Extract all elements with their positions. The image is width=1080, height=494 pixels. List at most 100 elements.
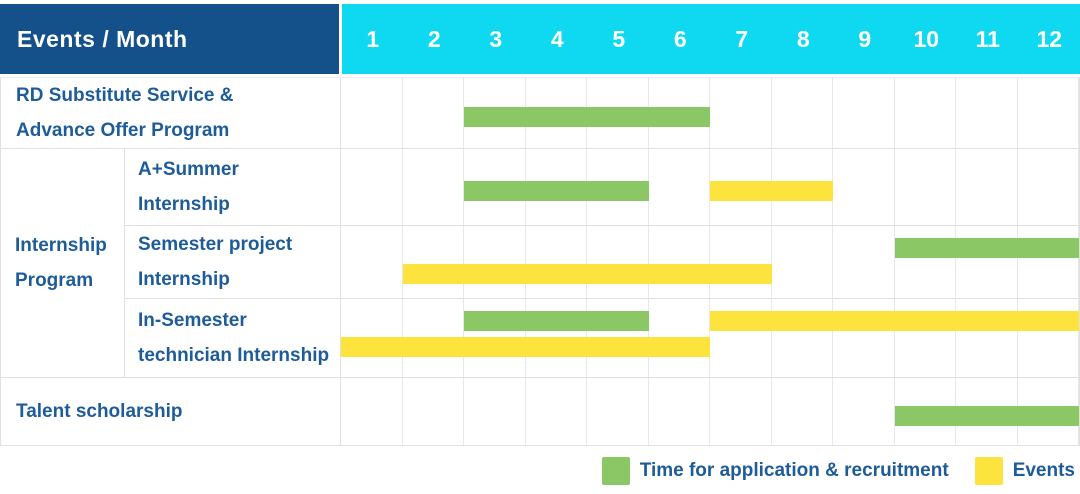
grid-cell bbox=[403, 226, 464, 298]
grid-cell bbox=[587, 226, 649, 298]
grid-cell bbox=[710, 378, 772, 445]
grid-cell bbox=[1018, 226, 1079, 298]
legend-swatch-recruitment-icon bbox=[601, 457, 630, 485]
legend: Time for application & recruitment Event… bbox=[601, 457, 1075, 485]
group-label-line: Program bbox=[15, 270, 94, 291]
row-label-line: A+Summer bbox=[138, 159, 239, 180]
grid-cell bbox=[341, 149, 403, 225]
month-grid bbox=[341, 226, 1079, 298]
month-header-11: 11 bbox=[975, 25, 1000, 52]
grid-cell bbox=[403, 378, 464, 445]
grid-cell bbox=[895, 78, 956, 148]
grid-cell bbox=[895, 299, 956, 377]
grid-cell bbox=[772, 378, 833, 445]
grid-cell bbox=[587, 378, 649, 445]
bar-events bbox=[710, 181, 833, 201]
month-header-9: 9 bbox=[858, 25, 872, 52]
month-header-4: 4 bbox=[550, 25, 564, 52]
row-in-semester-technician: In-Semester technician Internship bbox=[125, 299, 1079, 377]
grid-cell bbox=[1018, 299, 1079, 377]
row-label-line: technician Internship bbox=[138, 345, 330, 366]
grid-cell bbox=[833, 149, 895, 225]
grid-cell bbox=[833, 299, 895, 377]
grid-cell bbox=[464, 378, 526, 445]
month-header-8: 8 bbox=[796, 25, 810, 52]
grid-cell bbox=[526, 226, 587, 298]
header-divider bbox=[339, 4, 342, 74]
grid-cell bbox=[341, 226, 403, 298]
row-label-line: Advance Offer Program bbox=[16, 120, 230, 141]
bar-recruitment bbox=[464, 181, 649, 201]
month-header-1: 1 bbox=[366, 25, 380, 52]
table-body: RD Substitute Service & Advance Offer Pr… bbox=[0, 77, 1080, 446]
grid-cell bbox=[895, 149, 956, 225]
grid-cell bbox=[772, 299, 833, 377]
grid-cell bbox=[341, 78, 403, 148]
legend-label-recruitment: Time for application & recruitment bbox=[639, 460, 949, 481]
grid-cell bbox=[649, 149, 710, 225]
row-label-in-semester-technician: In-Semester technician Internship bbox=[125, 299, 341, 377]
month-header-3: 3 bbox=[489, 25, 503, 52]
bar-recruitment bbox=[464, 311, 649, 331]
bar-recruitment bbox=[894, 238, 1079, 258]
grid-cell bbox=[895, 226, 956, 298]
legend-swatch-events-icon bbox=[974, 457, 1003, 485]
table-header-row: Events / Month 1 2 3 4 5 6 7 8 9 10 11 12 bbox=[0, 4, 1080, 74]
row-label-rd-substitute: RD Substitute Service & Advance Offer Pr… bbox=[1, 78, 341, 148]
month-header-2: 2 bbox=[427, 25, 441, 52]
legend-item-recruitment: Time for application & recruitment bbox=[601, 457, 949, 485]
grid-cell bbox=[956, 226, 1018, 298]
bar-events bbox=[341, 337, 710, 357]
grid-cell bbox=[526, 378, 587, 445]
internship-program-rows: A+Summer Internship Semester project Int… bbox=[125, 149, 1079, 377]
bar-recruitment bbox=[464, 107, 710, 127]
row-a-plus-summer: A+Summer Internship bbox=[125, 149, 1079, 226]
month-grid bbox=[341, 378, 1079, 445]
row-label-talent-scholarship: Talent scholarship bbox=[1, 378, 341, 445]
month-header-10: 10 bbox=[913, 25, 940, 52]
grid-cell bbox=[956, 299, 1018, 377]
corner-header-events-month: Events / Month bbox=[0, 4, 339, 74]
grid-cell bbox=[1018, 78, 1079, 148]
month-header-5: 5 bbox=[612, 25, 626, 52]
bar-events bbox=[710, 311, 1079, 331]
grid-cell bbox=[772, 78, 833, 148]
month-header-row: 1 2 3 4 5 6 7 8 9 10 11 12 bbox=[342, 4, 1080, 74]
grid-cell bbox=[649, 378, 710, 445]
group-cell-internship-program: Internship Program bbox=[1, 149, 125, 377]
grid-cell bbox=[649, 226, 710, 298]
row-label-line: Semester project bbox=[138, 234, 293, 255]
grid-cell bbox=[403, 149, 464, 225]
row-rd-substitute: RD Substitute Service & Advance Offer Pr… bbox=[1, 78, 1079, 149]
grid-cell bbox=[833, 378, 895, 445]
grid-cell bbox=[710, 78, 772, 148]
month-header-6: 6 bbox=[673, 25, 687, 52]
group-label-line: Internship bbox=[15, 235, 107, 256]
row-label-a-plus-summer: A+Summer Internship bbox=[125, 149, 341, 225]
legend-label-events: Events bbox=[1012, 460, 1075, 481]
events-month-table: Events / Month 1 2 3 4 5 6 7 8 9 10 11 12 RD Substi… bbox=[0, 4, 1080, 446]
month-header-7: 7 bbox=[735, 25, 749, 52]
row-label-line: Internship bbox=[138, 194, 230, 215]
legend-item-events: Events bbox=[974, 457, 1075, 485]
grid-cell bbox=[833, 78, 895, 148]
grid-cell bbox=[710, 299, 772, 377]
row-semester-project: Semester project Internship bbox=[125, 226, 1079, 299]
internship-program-group: Internship Program A+Summer Internship S… bbox=[1, 149, 1079, 378]
grid-cell bbox=[833, 226, 895, 298]
bar-events bbox=[402, 264, 772, 284]
month-header-12: 12 bbox=[1036, 25, 1063, 52]
grid-cell bbox=[772, 226, 833, 298]
row-label-line: Talent scholarship bbox=[16, 401, 183, 422]
month-grid bbox=[341, 149, 1079, 225]
grid-cell bbox=[1018, 149, 1079, 225]
grid-cell bbox=[710, 226, 772, 298]
row-talent-scholarship: Talent scholarship bbox=[1, 378, 1079, 445]
grid-cell bbox=[956, 149, 1018, 225]
month-grid bbox=[341, 78, 1079, 148]
bar-recruitment bbox=[894, 405, 1079, 426]
grid-cell bbox=[956, 78, 1018, 148]
row-label-line: In-Semester bbox=[138, 310, 247, 331]
row-label-semester-project: Semester project Internship bbox=[125, 226, 341, 298]
